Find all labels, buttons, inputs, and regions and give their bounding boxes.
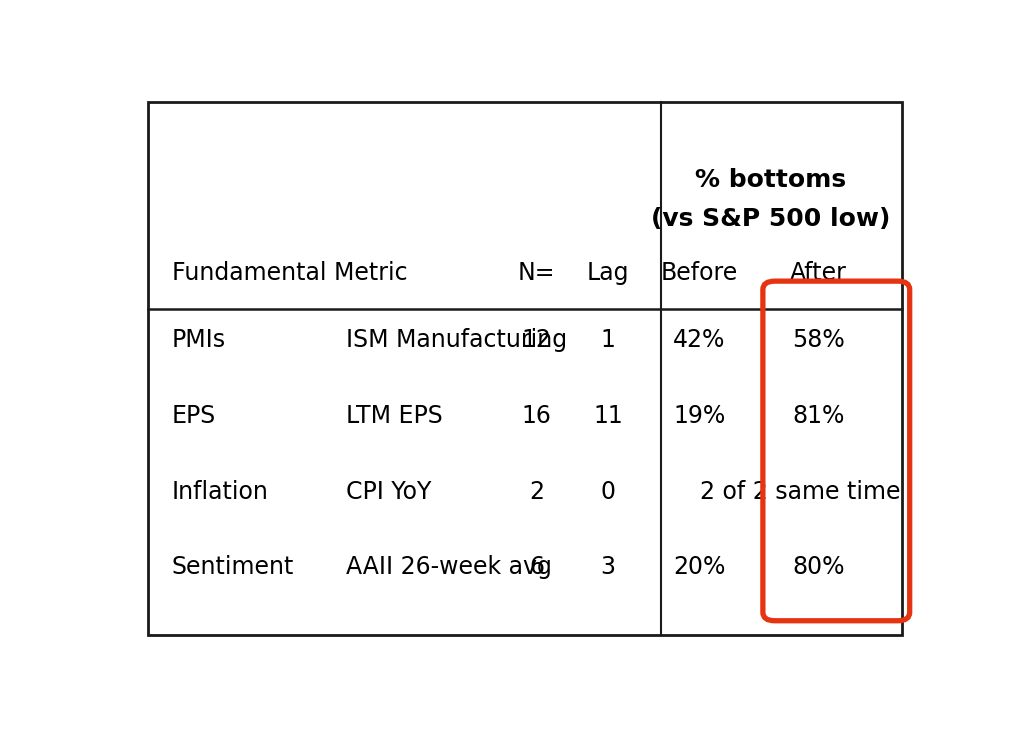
- Text: 81%: 81%: [793, 404, 845, 428]
- Text: 0: 0: [601, 480, 615, 504]
- Text: 12: 12: [522, 328, 552, 352]
- Text: LTM EPS: LTM EPS: [346, 404, 443, 428]
- Text: 42%: 42%: [673, 328, 726, 352]
- Text: Lag: Lag: [587, 261, 630, 285]
- Text: Fundamental Metric: Fundamental Metric: [172, 261, 408, 285]
- Text: CPI YoY: CPI YoY: [346, 480, 431, 504]
- Text: 6: 6: [529, 555, 544, 580]
- Text: 20%: 20%: [673, 555, 726, 580]
- Text: EPS: EPS: [172, 404, 216, 428]
- Text: Before: Before: [660, 261, 738, 285]
- Text: 58%: 58%: [792, 328, 845, 352]
- Text: 3: 3: [601, 555, 615, 580]
- Text: PMIs: PMIs: [172, 328, 225, 352]
- Text: N=: N=: [518, 261, 555, 285]
- Text: Inflation: Inflation: [172, 480, 268, 504]
- Text: 19%: 19%: [673, 404, 726, 428]
- Text: 11: 11: [593, 404, 623, 428]
- Text: AAII 26-week avg: AAII 26-week avg: [346, 555, 552, 580]
- Text: 2: 2: [529, 480, 544, 504]
- Text: 1: 1: [601, 328, 615, 352]
- Text: After: After: [790, 261, 847, 285]
- Text: (vs S&P 500 low): (vs S&P 500 low): [651, 207, 891, 231]
- Text: ISM Manufacturing: ISM Manufacturing: [346, 328, 567, 352]
- Text: 16: 16: [522, 404, 552, 428]
- Text: 80%: 80%: [793, 555, 845, 580]
- Text: 2 of 2 same time: 2 of 2 same time: [700, 480, 901, 504]
- Text: % bottoms: % bottoms: [695, 168, 847, 192]
- Text: Sentiment: Sentiment: [172, 555, 294, 580]
